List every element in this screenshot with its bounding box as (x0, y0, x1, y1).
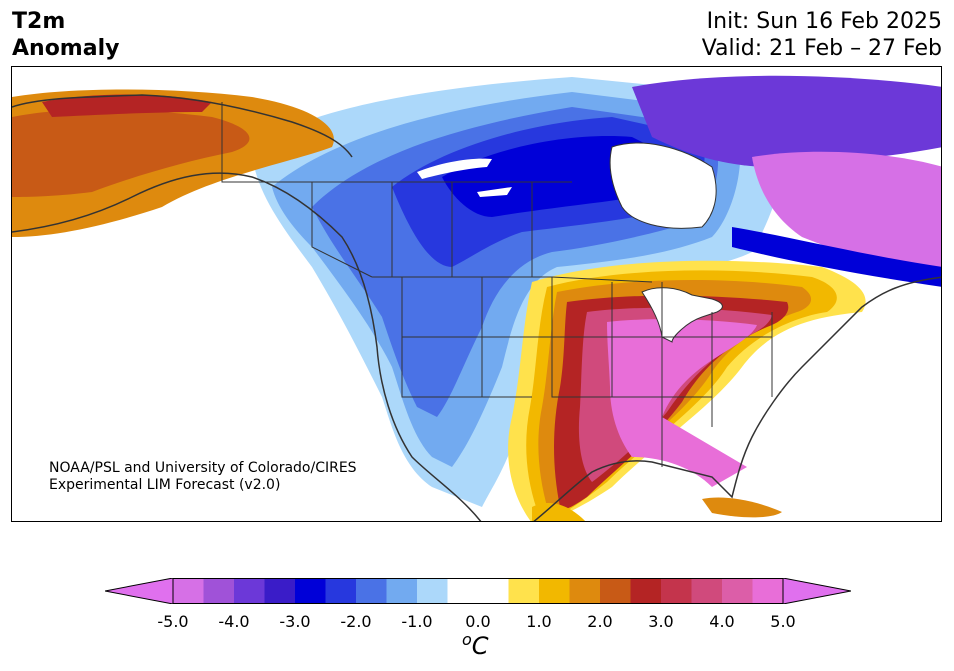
credit-line-2: Experimental LIM Forecast (v2.0) (49, 477, 281, 493)
colorbar-swatch (722, 578, 753, 604)
colorbar-swatch (600, 578, 631, 604)
credit-text: NOAA/PSL and University of Colorado/CIRE… (49, 460, 357, 494)
colorbar-tick-label: -4.0 (218, 612, 250, 631)
colorbar-swatch (691, 578, 723, 604)
init-date: Init: Sun 16 Feb 2025 (706, 9, 942, 34)
colorbar-swatch (203, 578, 235, 604)
colorbar-swatch (173, 578, 204, 604)
colorbar-tick-label: -2.0 (340, 612, 372, 631)
colorbar-over-arrow (782, 577, 852, 605)
cold-anomaly-quebec (752, 151, 941, 277)
hudson-bay (609, 142, 717, 229)
colorbar (104, 577, 852, 608)
forecast-dates: Init: Sun 16 Feb 2025 Valid: 21 Feb – 27… (702, 8, 942, 62)
colorbar-swatch (752, 578, 784, 604)
unit-superscript: o (462, 630, 472, 649)
colorbar-tick-label: 5.0 (770, 612, 796, 631)
warm-anomaly-mexico (532, 503, 585, 521)
colorbar-swatch (569, 578, 601, 604)
lake-manitoba (417, 158, 492, 179)
map-title: T2m Anomaly (12, 8, 119, 62)
colorbar-swatch (356, 578, 387, 604)
colorbar-tick-label: 0.0 (465, 612, 491, 631)
colorbar-ticks: -5.0 -4.0 -3.0 -2.0 -1.0 0.0 1.0 2.0 3.0 4.0 5.0 (105, 612, 849, 632)
colorbar-tick-label: -1.0 (401, 612, 433, 631)
anomaly-map-svg (12, 75, 941, 521)
cold-anomaly-east (632, 75, 941, 167)
colorbar-under-arrow (104, 577, 174, 605)
colorbar-unit: oC (462, 630, 489, 660)
title-line-2: Anomaly (12, 36, 120, 61)
title-line-1: T2m (12, 9, 66, 34)
colorbar-swatch (295, 578, 326, 604)
colorbar-swatch (264, 578, 296, 604)
warm-anomaly-alaska-max (42, 94, 212, 117)
credit-line-1: NOAA/PSL and University of Colorado/CIRE… (49, 460, 357, 476)
colorbar-tick-label: -3.0 (279, 612, 311, 631)
colorbar-svg (104, 577, 852, 605)
unit-letter: C (471, 632, 489, 660)
colorbar-swatch (630, 578, 662, 604)
colorbar-swatch (539, 578, 570, 604)
colorbar-tick-label: -5.0 (157, 612, 189, 631)
colorbar-outline (172, 578, 784, 604)
colorbar-swatch (478, 578, 509, 604)
colorbar-swatch (508, 578, 540, 604)
colorbar-tick-label: 4.0 (709, 612, 735, 631)
colorbar-swatch (234, 578, 265, 604)
warm-anomaly-alaska-core (12, 109, 250, 197)
colorbar-swatch (417, 578, 448, 604)
colorbar-swatch (447, 578, 479, 604)
boundaries (221, 102, 773, 467)
colorbar-tick-label: 2.0 (587, 612, 613, 631)
lake-athabasca (477, 187, 512, 197)
colorbar-swatch (386, 578, 418, 604)
colorbar-tick-label: 3.0 (648, 612, 674, 631)
colorbar-swatch (661, 578, 692, 604)
valid-dates: Valid: 21 Feb – 27 Feb (701, 36, 942, 61)
cold-anomaly-labrador-edge (732, 227, 941, 287)
colorbar-swatch (325, 578, 357, 604)
anomaly-map (11, 66, 942, 522)
warm-anomaly-max (607, 319, 757, 487)
colorbar-tick-label: 1.0 (526, 612, 552, 631)
coastlines (12, 94, 941, 521)
warm-anomaly-cuba (702, 497, 782, 518)
